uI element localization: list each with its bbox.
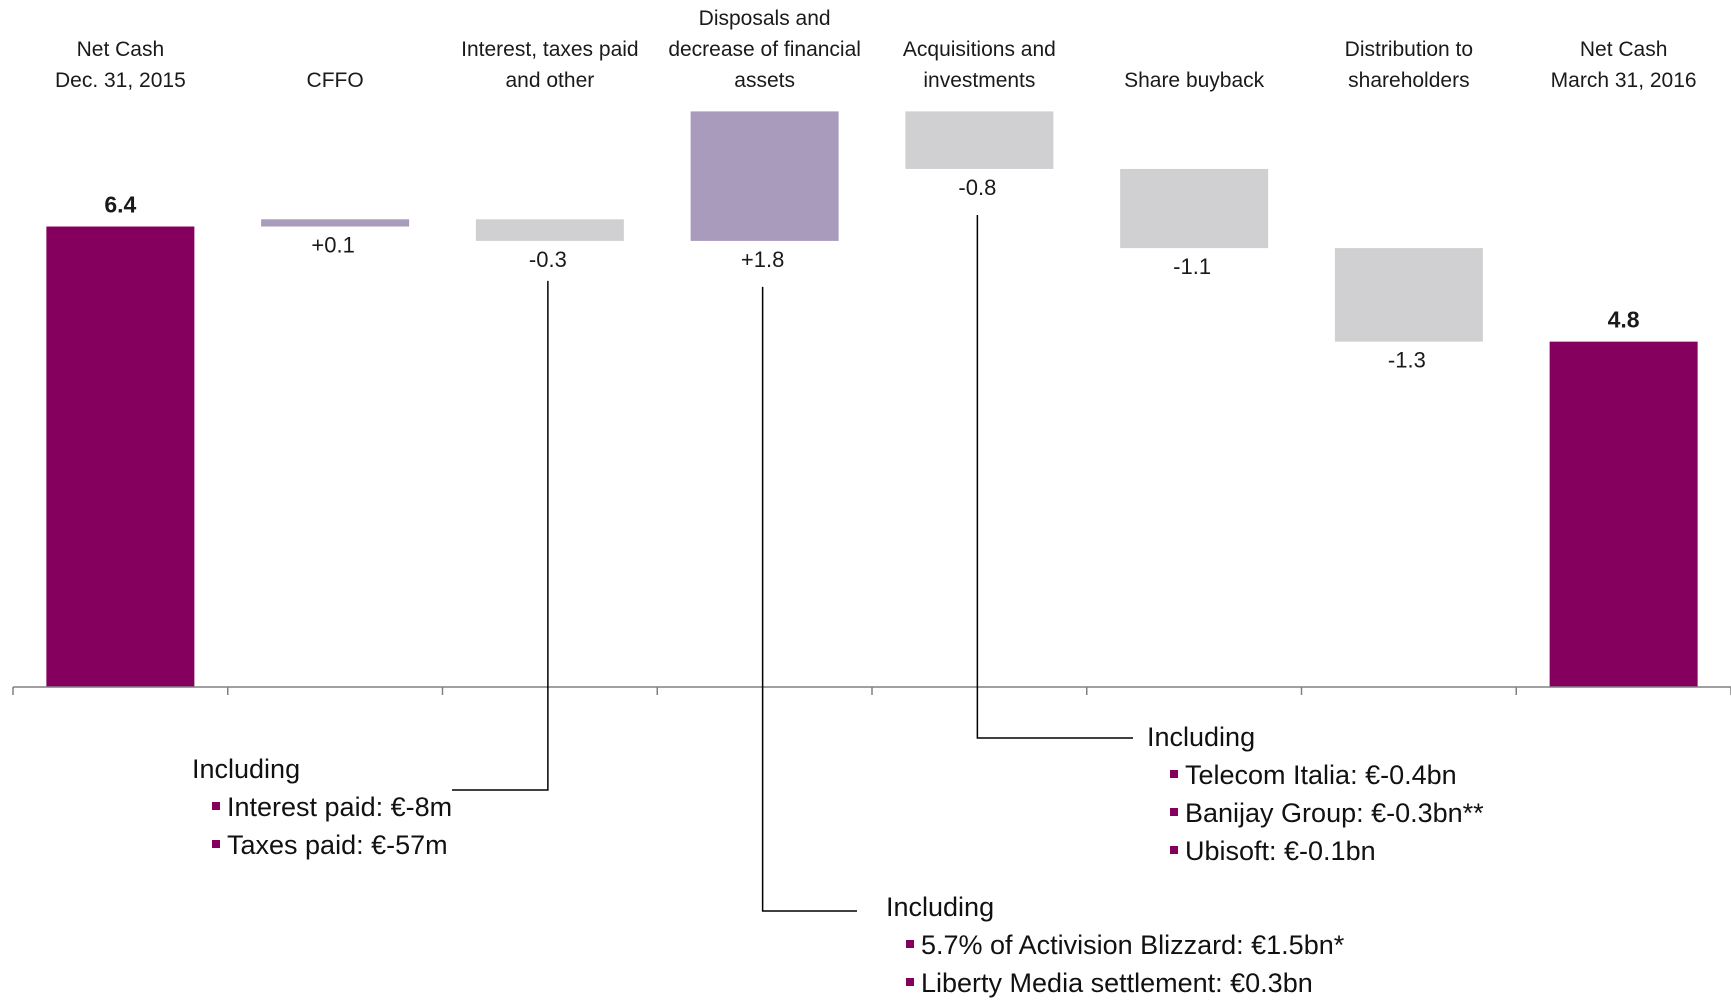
value-label: 6.4	[104, 192, 136, 218]
annotation-item-text: Liberty Media settlement: €0.3bn	[921, 968, 1313, 998]
value-label: +0.1	[311, 233, 354, 258]
bullet-icon	[212, 801, 220, 810]
annotation-item: Banijay Group: €-0.3bn**	[1147, 794, 1484, 832]
bar-2	[475, 219, 624, 241]
bullet-icon	[1170, 845, 1178, 854]
leader-line-interest	[452, 280, 549, 791]
annotation-item-text: 5.7% of Activision Blizzard: €1.5bn*	[921, 930, 1345, 960]
annotation-item-text: Taxes paid: €-57m	[227, 830, 448, 860]
category-label: March 31, 2016	[1551, 69, 1697, 92]
annotation-heading: Including	[1147, 722, 1256, 752]
category-label: investments	[923, 69, 1035, 92]
bar-1	[261, 219, 410, 227]
bar-4	[905, 111, 1054, 169]
category-label: Interest, taxes paid	[461, 38, 638, 61]
annotation-leader-lines	[452, 214, 1133, 912]
category-label: CFFO	[307, 69, 364, 92]
annotation-item: Telecom Italia: €-0.4bn	[1147, 756, 1484, 794]
category-label: Net Cash	[77, 38, 165, 61]
value-label: -0.8	[958, 175, 996, 200]
bullet-icon	[212, 839, 220, 848]
leader-line-disposals	[761, 286, 857, 912]
bullet-icon	[1170, 807, 1178, 816]
category-label: Disposals and	[699, 7, 831, 30]
category-labels: Net Cash Dec. 31, 2015 CFFO Interest, taxes…	[55, 7, 1697, 92]
leader-line-acquisitions	[976, 214, 1133, 739]
category-label: decrease of financial	[668, 38, 861, 61]
annotation-interest: Including Interest paid: €-8m Taxes paid…	[192, 750, 452, 864]
value-labels: 6.4 +0.1 -0.3 +1.8 -0.8 -1.1 -1.3 4.8	[104, 175, 1639, 373]
category-label: Share buyback	[1124, 69, 1265, 92]
category-label: Distribution to	[1345, 38, 1473, 61]
annotation-item: Liberty Media settlement: €0.3bn	[886, 964, 1344, 1002]
annotation-item: Taxes paid: €-57m	[192, 826, 452, 864]
bullet-icon	[1170, 769, 1178, 778]
value-label: 4.8	[1608, 307, 1640, 333]
bars-layer	[46, 111, 1698, 687]
value-label: -0.3	[529, 247, 567, 272]
bar-5	[1120, 168, 1269, 249]
annotation-item-text: Ubisoft: €-0.1bn	[1185, 836, 1376, 866]
bullet-icon	[906, 977, 914, 986]
annotation-item: Interest paid: €-8m	[192, 788, 452, 826]
category-label: assets	[734, 69, 795, 92]
bullet-icon	[906, 939, 914, 948]
annotation-disposals: Including 5.7% of Activision Blizzard: €…	[886, 888, 1344, 1002]
category-label: Dec. 31, 2015	[55, 69, 186, 92]
bar-3	[690, 111, 839, 241]
x-axis	[12, 686, 1731, 695]
bar-7	[1549, 341, 1698, 687]
annotation-item-text: Telecom Italia: €-0.4bn	[1185, 760, 1457, 790]
value-label: -1.1	[1173, 254, 1211, 279]
annotation-item: 5.7% of Activision Blizzard: €1.5bn*	[886, 926, 1344, 964]
annotation-item-text: Banijay Group: €-0.3bn**	[1185, 798, 1484, 828]
value-label: -1.3	[1388, 348, 1426, 373]
bar-6	[1334, 248, 1483, 342]
annotation-heading: Including	[886, 892, 995, 922]
category-label: and other	[506, 69, 595, 92]
annotation-item: Ubisoft: €-0.1bn	[1147, 832, 1484, 870]
annotation-acquisitions: Including Telecom Italia: €-0.4bn Banija…	[1147, 718, 1484, 870]
bar-0	[46, 226, 195, 687]
value-label: +1.8	[741, 247, 784, 272]
annotation-heading: Including	[192, 754, 301, 784]
annotation-item-text: Interest paid: €-8m	[227, 792, 453, 822]
category-label: Net Cash	[1580, 38, 1668, 61]
category-label: shareholders	[1348, 69, 1469, 92]
category-label: Acquisitions and	[903, 38, 1056, 61]
